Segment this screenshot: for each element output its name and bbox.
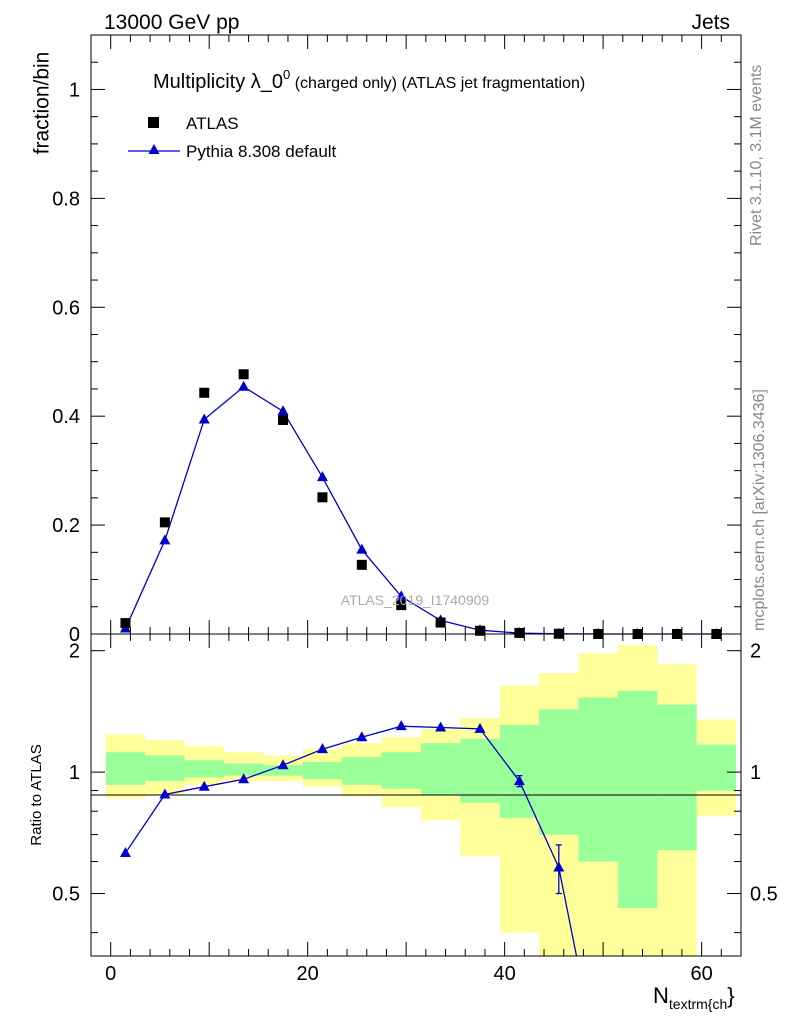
ratio-point <box>316 743 328 754</box>
uncertainty-band-inner <box>657 704 697 851</box>
chart-title: Multiplicity λ_00 (charged only) (ATLAS … <box>153 67 585 93</box>
x-axis-label-sub: textrm{ch <box>669 996 727 1012</box>
ratio-point <box>198 780 210 791</box>
ratio-frame <box>90 633 742 957</box>
pythia-point <box>395 590 407 601</box>
atlas-point <box>396 600 407 611</box>
y-tick-label: 0 <box>69 624 80 646</box>
pythia-point <box>238 380 250 391</box>
atlas-point <box>317 492 328 503</box>
y-tick-label: 0.8 <box>52 188 80 210</box>
ratio-point <box>435 721 447 732</box>
legend: ATLAS Pythia 8.308 default <box>128 114 337 161</box>
header-process: Jets <box>691 11 730 34</box>
chart-title-sup: 0 <box>283 67 290 82</box>
uncertainty-band-inner <box>302 761 343 780</box>
chart-title-main: Multiplicity λ_0 <box>153 71 283 93</box>
atlas-point <box>120 618 131 629</box>
y-tick-label: 0.2 <box>52 515 80 537</box>
rivet-label: Rivet 3.1.10, 3.1M events <box>748 65 765 246</box>
atlas-point <box>356 559 367 570</box>
atlas-point <box>199 387 210 398</box>
x-tick-label: 0 <box>105 963 116 985</box>
legend-atlas-marker <box>148 117 159 128</box>
legend-pythia-marker <box>148 144 160 154</box>
ratio-panel: 0.5 0.51 12 20 20 40 60 Ratio to ATLAS Ntextrm… <box>28 633 778 1012</box>
chart-title-suffix: (ATLAS jet fragmentation) <box>397 75 585 92</box>
ratio-y-tick-label: 2 <box>69 641 80 663</box>
mcplots-label: mcplots.cern.ch [arXiv:1306.3436] <box>751 389 768 631</box>
uncertainty-band-inner <box>617 690 658 909</box>
ratio-point <box>356 731 368 742</box>
ratio-point <box>119 847 131 858</box>
uncertainty-band-inner <box>499 724 540 818</box>
ratio-y-tick-label-right: 2 <box>750 641 761 663</box>
atlas-point <box>278 414 289 425</box>
ratio-point <box>238 773 250 784</box>
ratio-point <box>513 775 525 786</box>
pythia-point <box>277 405 289 416</box>
header-energy: 13000 GeV pp <box>104 11 239 34</box>
atlas-point <box>514 627 525 638</box>
uncertainty-band-inner <box>578 697 618 862</box>
main-panel: ATLAS_2019_I1740909 0 0.2 0.4 0.6 0.8 1 fract… <box>31 34 742 646</box>
atlas-point <box>435 617 446 628</box>
uncertainty-band-inner <box>420 743 461 795</box>
ratio-point <box>159 788 171 799</box>
ratio-y-tick-label-right: 0.5 <box>750 884 778 906</box>
uncertainty-band-inner <box>696 744 737 791</box>
chart-title-small: (charged only) <box>290 75 397 92</box>
atlas-point <box>475 625 486 636</box>
pythia-point <box>356 543 368 554</box>
uncertainty-band-inner <box>223 763 264 776</box>
ratio-y-axis-label: Ratio to ATLAS <box>28 744 45 845</box>
ratio-point <box>277 759 289 770</box>
x-tick-label: 20 <box>297 963 319 985</box>
y-tick-label: 0.4 <box>52 406 80 428</box>
atlas-point <box>159 517 170 528</box>
ratio-point <box>553 861 565 872</box>
ratio-y-tick-label: 0.5 <box>52 884 80 906</box>
y-tick-label: 1 <box>69 79 80 101</box>
pythia-point <box>159 534 171 545</box>
uncertainty-band-inner <box>460 738 500 803</box>
legend-atlas-label: ATLAS <box>186 114 239 133</box>
x-tick-label: 60 <box>690 963 712 985</box>
pythia-point <box>198 413 210 424</box>
pythia-point <box>316 471 328 482</box>
atlas-point <box>238 369 249 380</box>
y-axis-label: fraction/bin <box>31 52 54 155</box>
x-axis-label-main: N <box>653 983 669 1008</box>
uncertainty-band-inner <box>145 755 185 782</box>
ratio-point <box>395 720 407 731</box>
uncertainty-band-inner <box>184 760 224 778</box>
ratio-y-tick-label-right: 1 <box>750 762 761 784</box>
uncertainty-band-inner <box>381 752 421 789</box>
uncertainty-band-inner <box>342 757 382 785</box>
y-tick-label: 0.6 <box>52 297 80 319</box>
x-axis-label-tail: } <box>727 983 734 1008</box>
uncertainty-band-inner <box>105 752 146 785</box>
x-tick-label: 40 <box>494 963 516 985</box>
legend-pythia-label: Pythia 8.308 default <box>186 142 337 161</box>
analysis-watermark: ATLAS_2019_I1740909 <box>341 592 490 608</box>
uncertainty-band-inner <box>263 765 303 776</box>
ratio-y-tick-label: 1 <box>69 762 80 784</box>
x-axis-label: Ntextrm{ch} <box>653 983 735 1012</box>
ratio-point <box>474 722 486 733</box>
uncertainty-band-inner <box>539 709 579 835</box>
